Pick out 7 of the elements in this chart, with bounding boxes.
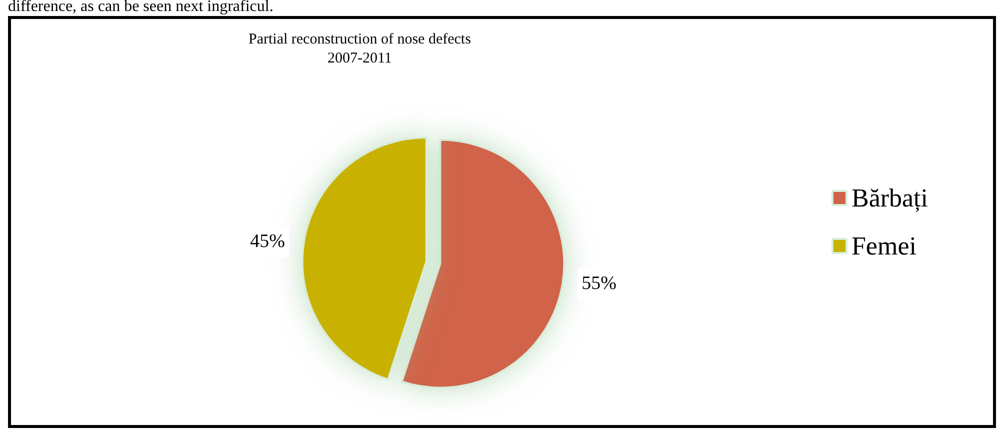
chart-title: Partial reconstruction of nose defects [248,32,472,48]
text: difference, as can be seen next ingraficul. [8,0,274,15]
legend-label: Femei [851,232,916,260]
chart-subtitle: 2007-2011 [327,50,392,66]
data-label: 45% [250,230,286,252]
legend-label: Bărbați [851,184,928,212]
data-label: 55% [582,273,617,294]
